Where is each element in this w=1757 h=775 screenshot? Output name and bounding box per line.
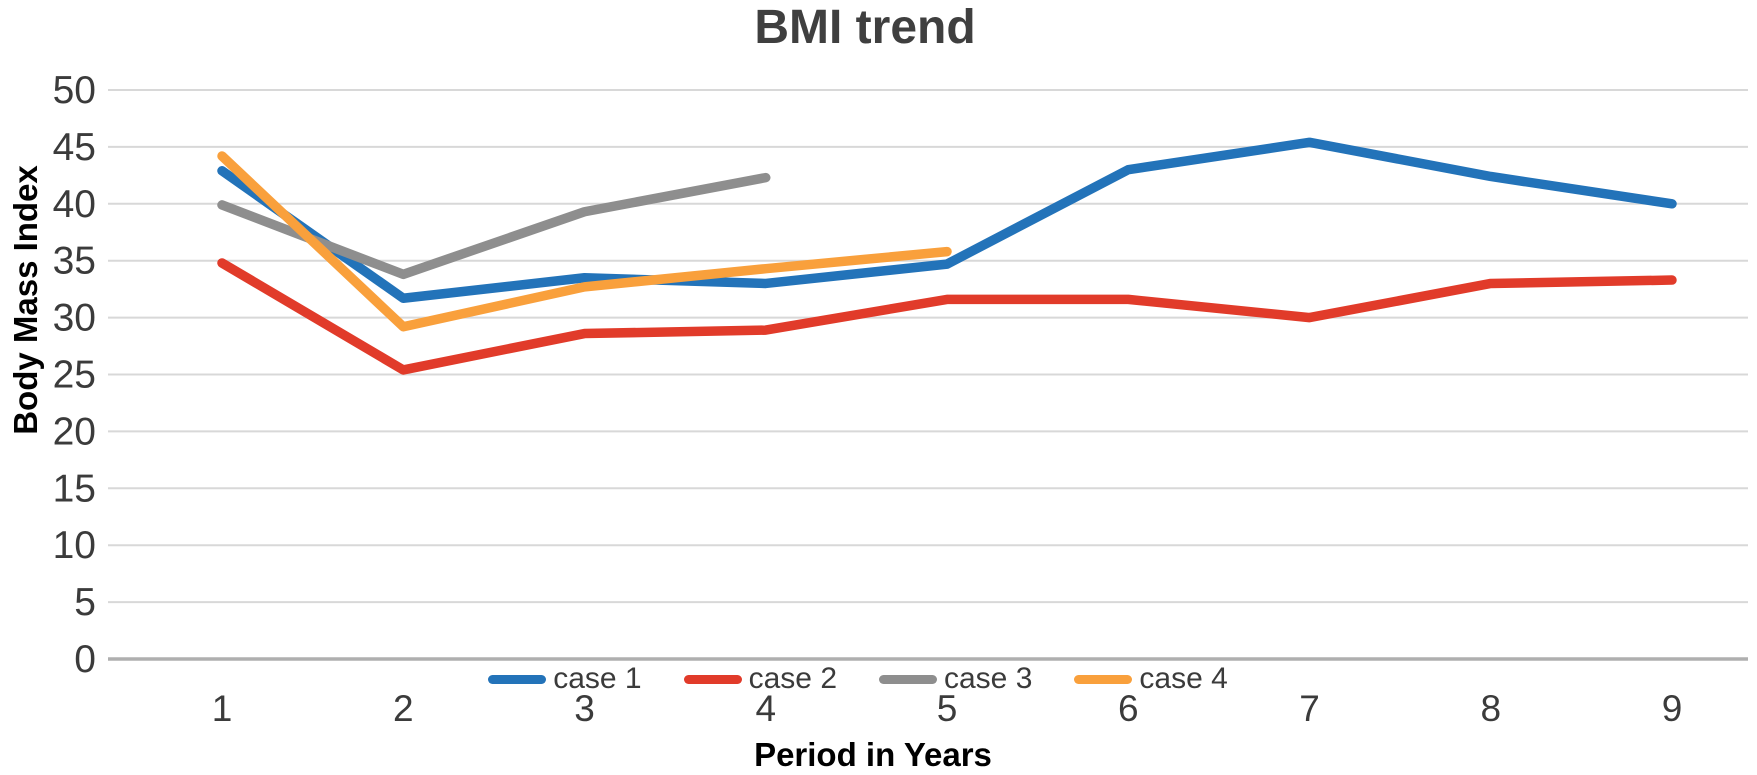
legend-item-case-4: case 4 — [1074, 662, 1228, 696]
x-tick-label-9: 9 — [1662, 688, 1683, 729]
y-axis-title: Body Mass Index — [7, 165, 44, 435]
x-tick-label-4: 4 — [755, 688, 776, 729]
y-tick-label-20: 20 — [53, 410, 96, 453]
legend-item-case-3: case 3 — [879, 662, 1032, 696]
x-tick-label-3: 3 — [574, 688, 595, 729]
y-tick-label-10: 10 — [53, 524, 96, 567]
x-axis-title: Period in Years — [754, 736, 992, 773]
y-tick-label-45: 45 — [53, 126, 96, 169]
x-tick-label-2: 2 — [393, 688, 414, 729]
legend-label-case-3: case 3 — [944, 662, 1033, 695]
legend-swatch-case-3 — [879, 674, 937, 684]
y-tick-label-30: 30 — [53, 297, 96, 340]
legend: case 1 case 2 case 3 case 4 — [0, 662, 1716, 696]
x-tick-label-1: 1 — [212, 688, 233, 729]
y-tick-label-50: 50 — [53, 69, 96, 112]
y-tick-label-25: 25 — [53, 354, 96, 397]
y-tick-label-5: 5 — [74, 581, 96, 624]
legend-swatch-case-2 — [683, 674, 742, 684]
x-tick-label-6: 6 — [1118, 688, 1139, 729]
y-tick-label-35: 35 — [53, 240, 96, 283]
series-line-case-2 — [217, 258, 1677, 375]
x-tick-label-7: 7 — [1299, 688, 1320, 729]
legend-label-case-2: case 2 — [748, 662, 837, 695]
series-line-case-4 — [217, 151, 952, 332]
legend-item-case-1: case 1 — [488, 662, 642, 696]
chart-title: BMI trend — [754, 1, 976, 54]
x-tick-label-5: 5 — [937, 688, 958, 729]
legend-label-case-4: case 4 — [1139, 662, 1228, 695]
legend-swatch-case-4 — [1074, 674, 1133, 684]
y-tick-label-15: 15 — [53, 467, 96, 510]
y-tick-label-40: 40 — [53, 183, 96, 226]
legend-label-case-1: case 1 — [553, 662, 642, 695]
legend-item-case-2: case 2 — [683, 662, 837, 696]
x-tick-label-8: 8 — [1480, 688, 1501, 729]
legend-swatch-case-1 — [488, 674, 547, 684]
y-tick-label-0: 0 — [74, 638, 96, 681]
series-line-case-1 — [217, 137, 1677, 304]
